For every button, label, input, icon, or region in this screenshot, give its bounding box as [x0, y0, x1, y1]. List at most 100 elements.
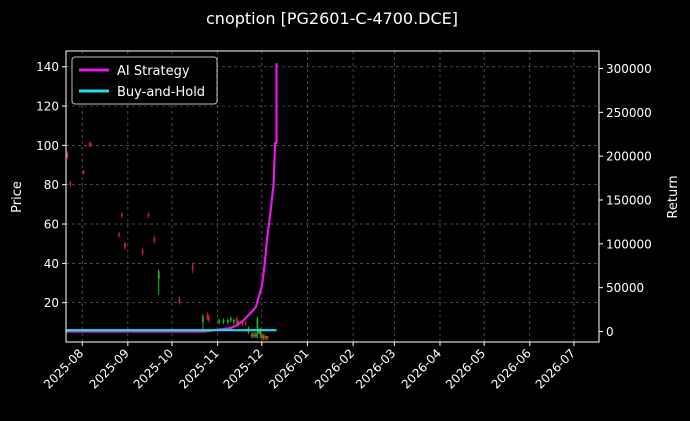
candle-body: [250, 334, 253, 337]
x-tick-label: 2026-02: [312, 346, 357, 391]
y-axis-right-ticks: 0 50000 100000 150000 200000 250000 300000: [599, 62, 652, 339]
y-left-tick-label: 120: [36, 100, 59, 114]
candle-body: [90, 143, 92, 146]
candle-body: [218, 320, 221, 323]
legend-label-buy-and-hold: Buy-and-Hold: [117, 85, 205, 100]
candle-down: [253, 332, 256, 339]
y-right-tick-label: 300000: [606, 62, 652, 76]
y-right-tick-label: 150000: [606, 194, 652, 208]
candle-down: [123, 241, 126, 250]
price-candles: [66, 141, 269, 341]
x-tick-label: 2025-12: [221, 346, 266, 391]
candle-down: [266, 336, 269, 341]
candle-body: [206, 314, 209, 319]
candle-body: [266, 336, 269, 339]
candle-body: [178, 298, 181, 303]
y-axis-left-label: Price: [10, 181, 25, 213]
candle-down: [118, 231, 120, 238]
candle-down: [263, 334, 266, 341]
candle-up: [202, 314, 204, 331]
candle-down: [82, 169, 85, 175]
candle-down: [88, 141, 91, 148]
candle-body: [256, 318, 259, 329]
grid: [66, 51, 599, 342]
candle-body: [253, 334, 256, 337]
x-tick-label: 2025-10: [131, 346, 176, 391]
y-right-tick-label: 0: [606, 325, 614, 339]
x-tick-label: 2025-09: [87, 346, 132, 391]
candle-body: [230, 318, 232, 321]
candle-down: [147, 212, 150, 219]
x-tick-label: 2026-07: [533, 346, 578, 391]
x-tick-label: 2026-06: [489, 346, 534, 391]
candle-body: [260, 334, 263, 339]
candle-body: [252, 334, 254, 337]
candle-up: [232, 318, 235, 325]
candle-body: [88, 143, 91, 146]
x-tick-label: 2025-08: [41, 346, 86, 391]
y-right-tick-label: 200000: [606, 150, 652, 164]
candle-body: [153, 237, 156, 242]
candle-down: [191, 263, 194, 274]
x-tick-label: 2026-01: [266, 346, 311, 391]
candle-down: [244, 320, 247, 327]
candle-body: [222, 320, 225, 323]
y-right-tick-label: 100000: [606, 237, 652, 251]
candle-down: [153, 235, 156, 244]
candle-body: [262, 336, 265, 339]
candle-up: [252, 332, 254, 339]
candle-body: [227, 320, 229, 323]
candle-body: [241, 322, 244, 325]
candle-up: [227, 318, 229, 325]
x-tick-label: 2026-05: [443, 346, 488, 391]
candle-up: [256, 316, 259, 339]
candle-down: [121, 212, 123, 219]
candle-down: [66, 151, 69, 160]
legend-label-ai-strategy: AI Strategy: [117, 64, 190, 79]
candle-body: [202, 316, 204, 323]
candle-body: [259, 330, 262, 335]
candle-body: [235, 318, 238, 325]
candle-down: [250, 332, 253, 339]
candle-body: [232, 320, 235, 323]
y-left-tick-label: 40: [44, 257, 59, 271]
candle-up: [262, 334, 265, 341]
x-tick-label: 2026-03: [353, 346, 398, 391]
candle-body: [191, 265, 194, 270]
candle-body: [147, 214, 150, 217]
candle-body: [263, 336, 266, 339]
legend: AI Strategy Buy-and-Hold: [71, 56, 218, 105]
return-lines: [66, 63, 278, 333]
candle-body: [69, 182, 72, 185]
y-left-tick-label: 140: [36, 60, 59, 74]
plot-frame: [65, 50, 600, 343]
candle-down: [90, 142, 92, 147]
candle-up: [255, 332, 257, 339]
x-tick-label: 2025-11: [176, 346, 221, 391]
y-axis-right-label: Return: [666, 175, 681, 218]
candle-down: [69, 180, 72, 187]
candle-down: [178, 296, 181, 305]
y-right-tick-label: 250000: [606, 106, 652, 120]
candle-body: [123, 243, 126, 248]
candle-up: [265, 336, 268, 341]
y-right-tick-label: 50000: [606, 281, 644, 295]
axes: [65, 50, 600, 343]
candle-down: [207, 314, 210, 323]
candle-up: [222, 318, 225, 325]
y-left-tick-label: 100: [36, 139, 59, 153]
y-left-tick-label: 80: [44, 178, 59, 192]
candle-down: [141, 247, 144, 256]
candle-up: [218, 318, 221, 325]
candle-body: [66, 153, 69, 158]
candle-down: [206, 312, 209, 321]
y-axis-left-ticks: 20 40 60 80 100 120 140: [36, 60, 66, 310]
candle-up: [157, 269, 160, 295]
candle-body: [244, 322, 247, 325]
x-tick-label: 2026-04: [399, 346, 444, 391]
candle-body: [265, 336, 268, 339]
candle-body: [141, 249, 144, 254]
